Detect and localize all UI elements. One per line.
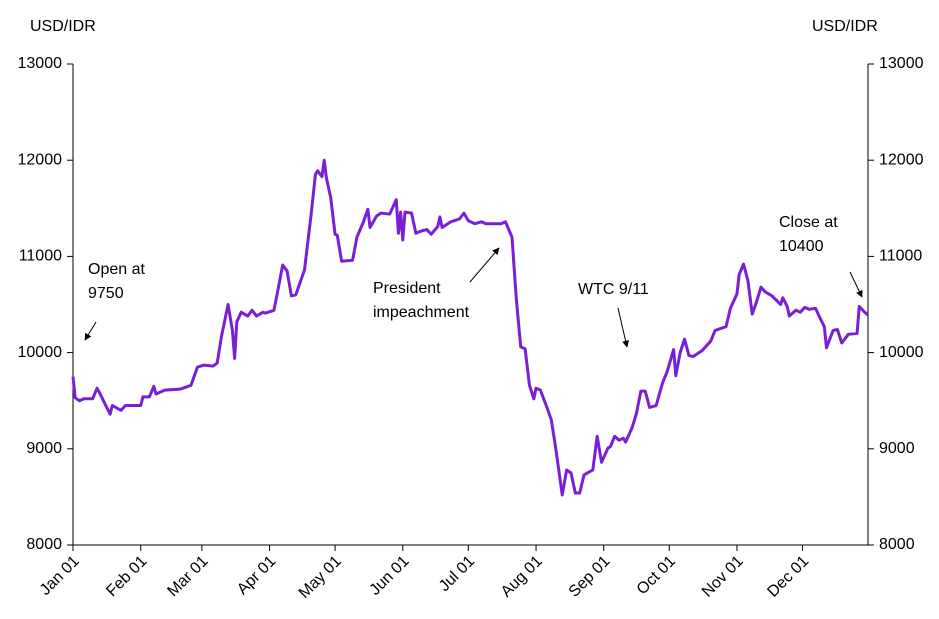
x-tick-label: Jan 01 xyxy=(37,553,83,599)
annotation: 9750 xyxy=(88,285,124,302)
y2-tick-label: 10000 xyxy=(879,344,924,361)
arrow xyxy=(849,271,863,298)
x-tick-label: Dec 01 xyxy=(764,553,812,601)
y2-tick-label: 13000 xyxy=(879,55,924,72)
y2-axis-label: USD/IDR xyxy=(812,18,878,35)
arrow xyxy=(469,247,500,283)
y-tick-label: 10000 xyxy=(18,344,63,361)
arrow xyxy=(84,321,97,341)
annotation: impeachment xyxy=(373,304,470,321)
x-tick-label: Sep 01 xyxy=(566,553,614,601)
x-tick-label: Oct 01 xyxy=(634,553,679,598)
data-line xyxy=(71,158,869,497)
y-tick-label: 8000 xyxy=(26,536,62,553)
annotation: WTC 9/11 xyxy=(578,281,649,298)
y-tick-label: 11000 xyxy=(19,248,62,265)
x-tick-label: Jul 01 xyxy=(436,553,478,595)
x-tick-label: May 01 xyxy=(296,553,345,602)
y-tick-label: 12000 xyxy=(18,151,63,168)
x-tick-label: Jun 01 xyxy=(367,553,413,599)
x-tick-label: Mar 01 xyxy=(164,553,211,600)
x-tick-label: Feb 01 xyxy=(103,553,150,600)
y-axis-label: USD/IDR xyxy=(30,18,96,35)
x-tick-label: Aug 01 xyxy=(498,553,546,601)
x-tick-label: Nov 01 xyxy=(699,553,747,601)
arrow xyxy=(617,307,629,348)
annotation-arrows xyxy=(84,247,863,348)
y-tick-label: 9000 xyxy=(26,440,62,457)
y-tick-label: 13000 xyxy=(18,55,63,72)
annotation: Close at xyxy=(779,214,838,231)
annotation: Open at xyxy=(88,261,145,278)
annotation: 10400 xyxy=(779,238,824,255)
x-tick-label: Apr 01 xyxy=(234,553,279,598)
y2-tick-label: 9000 xyxy=(879,440,915,457)
y2-tick-label: 12000 xyxy=(879,151,924,168)
y2-tick-label: 11000 xyxy=(879,248,922,265)
y2-tick-label: 8000 xyxy=(879,536,915,553)
annotation: President xyxy=(373,280,441,297)
